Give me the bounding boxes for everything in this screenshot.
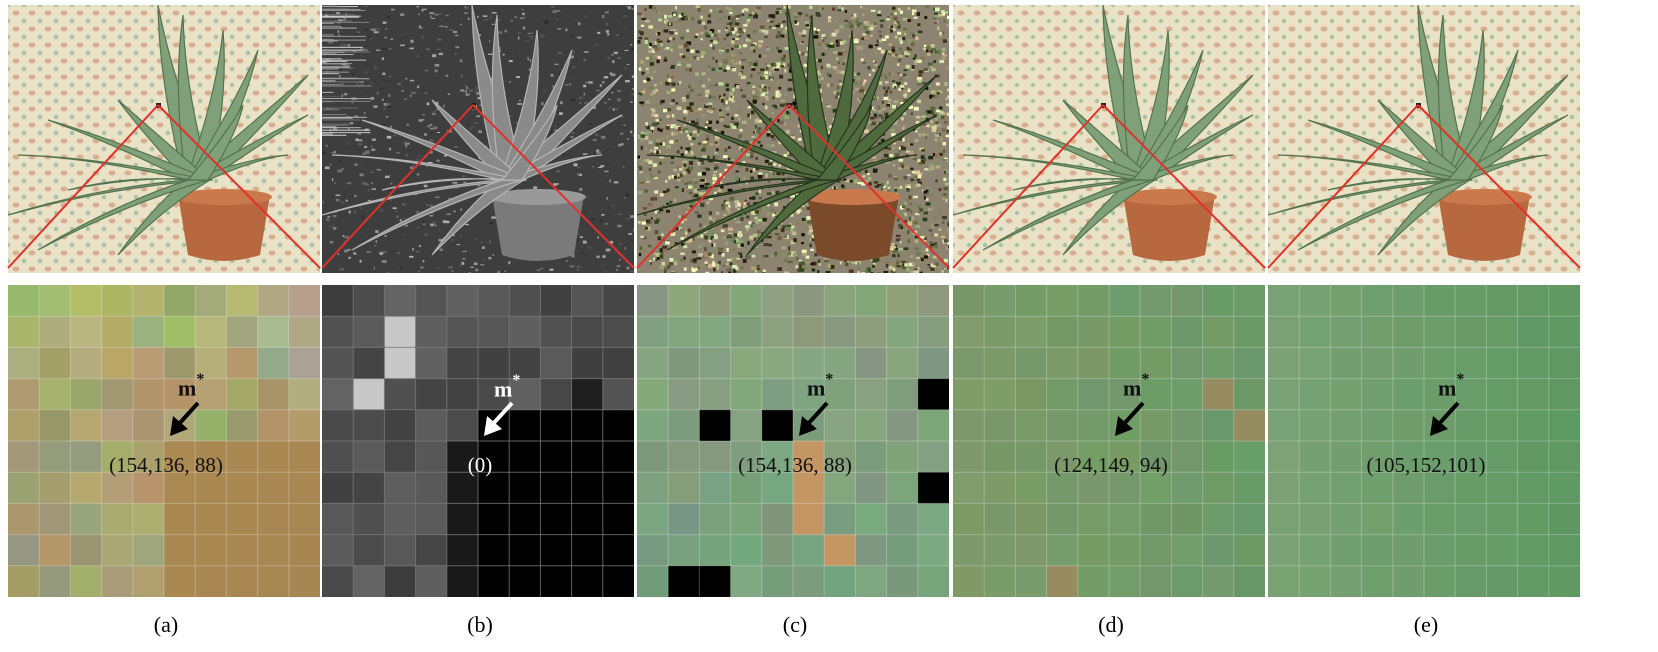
pixel-value-c: (154,136, 88) (738, 453, 852, 477)
marker-label-d: m* (1123, 371, 1150, 401)
marker-label-e: m* (1438, 371, 1465, 401)
plant-image-a (8, 5, 320, 273)
marked-pixel (471, 103, 476, 108)
marked-pixel (787, 103, 792, 108)
pixel-value-d: (124,149, 94) (1054, 453, 1168, 477)
restored-image-d (953, 5, 1265, 273)
caption-b: (b) (467, 612, 493, 637)
caption-e: (e) (1413, 612, 1439, 637)
pointer-arrow (799, 401, 829, 436)
gray-image-b (322, 5, 634, 273)
zoomed-patch-a (8, 285, 320, 597)
pointer-arrow (484, 401, 514, 436)
marker-label-b: m* (494, 372, 521, 402)
zoomed-patch-e (1268, 285, 1580, 597)
pixel-value-b: (0) (467, 453, 493, 477)
pointer-arrow (170, 401, 200, 436)
caption-c: (c) (782, 612, 808, 637)
zoomed-patch-c (637, 285, 949, 597)
noisy-image-c (637, 5, 949, 273)
marked-pixel (1416, 103, 1421, 108)
pixel-value-e: (105,152,101) (1366, 453, 1486, 477)
marked-pixel (1101, 103, 1106, 108)
caption-d: (d) (1098, 612, 1124, 637)
panel-c: m* (154,136, 88) (c) (637, 0, 969, 652)
panel-b: m* (0) (b) (322, 0, 654, 652)
caption-a: (a) (153, 612, 179, 637)
pixel-value-a: (154,136, 88) (109, 453, 223, 477)
zoomed-patch-d (953, 285, 1265, 597)
pointer-arrow (1115, 401, 1145, 436)
marked-pixel (156, 103, 161, 108)
marker-label-c: m* (807, 371, 834, 401)
zoomed-patch-b (322, 285, 634, 597)
panel-a: m* (154,136, 88) (a) (8, 0, 340, 652)
restored-image-e (1268, 5, 1580, 273)
pointer-arrow (1430, 401, 1460, 436)
marker-label-a: m* (178, 371, 205, 401)
panel-d: m* (124,149, 94) (d) (953, 0, 1285, 652)
panel-e: m* (105,152,101) (e) (1268, 0, 1600, 652)
